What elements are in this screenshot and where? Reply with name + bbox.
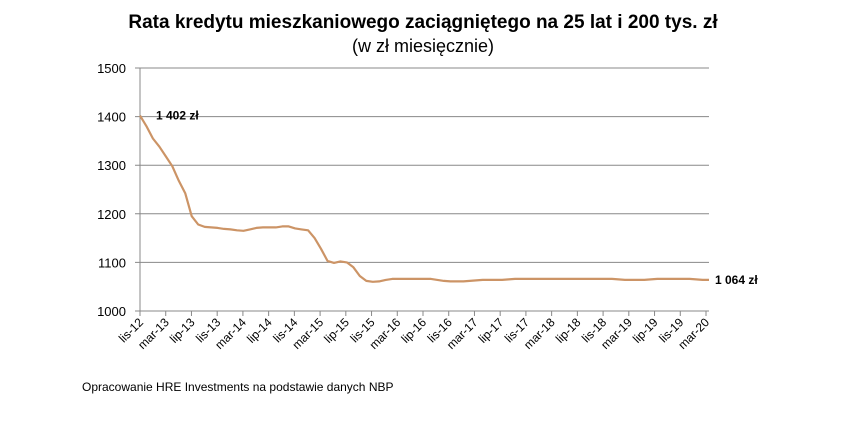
data-labels: 1 402 zł 1 064 zł — [156, 109, 758, 287]
y-tick-label: 1500 — [97, 61, 126, 76]
chart-title: Rata kredytu mieszkaniowego zaciągnięteg… — [128, 12, 718, 33]
data-label: 1 402 zł — [156, 109, 199, 123]
y-tick-label: 1300 — [97, 158, 126, 173]
y-tick-label: 1100 — [98, 255, 126, 270]
x-axis: lis-12mar-13lip-13lis-13mar-14lip-14lis-… — [116, 311, 712, 352]
series-line — [139, 115, 709, 283]
x-tick-label: lip-15 — [321, 315, 352, 346]
x-tick-label: lip-17 — [476, 315, 507, 346]
y-tick-label: 1200 — [97, 207, 126, 222]
y-tick-label: 1000 — [97, 304, 126, 319]
y-axis: 1000 1100 1200 1300 1400 1500 — [97, 61, 141, 319]
x-tick-label: lip-13 — [167, 315, 198, 346]
x-tick-label: lip-16 — [398, 315, 429, 346]
x-tick-label: lip-14 — [244, 315, 275, 346]
chart-subtitle: (w zł miesięcznie) — [351, 36, 495, 56]
data-label: 1 064 zł — [715, 273, 758, 287]
y-tick-label: 1400 — [97, 110, 126, 125]
x-tick-label: lip-18 — [553, 315, 584, 346]
source-note: Opracowanie HRE Investments na podstawie… — [82, 380, 394, 394]
x-tick-label: lip-19 — [630, 315, 661, 346]
gridlines — [135, 67, 709, 312]
